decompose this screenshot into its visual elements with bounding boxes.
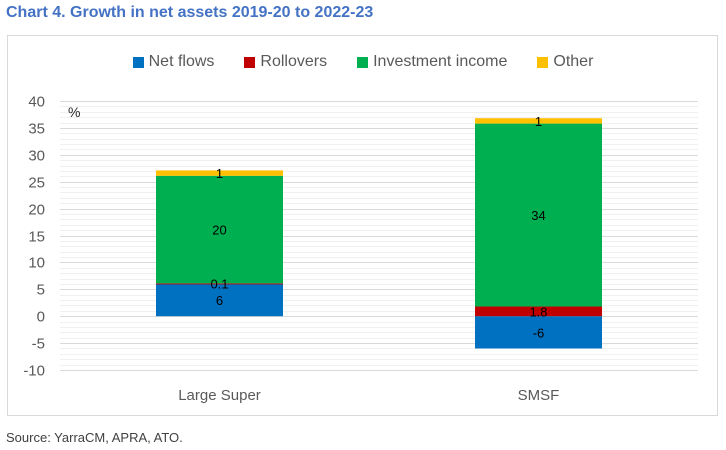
y-axis-unit-label: % — [68, 104, 80, 120]
legend-swatch-net-flows — [132, 56, 144, 68]
y-tick-label: 20 — [28, 202, 45, 219]
legend-label-net-flows: Net flows — [148, 53, 215, 70]
legend-swatch-other — [537, 56, 549, 68]
data-labels: 60.1 20 1 -6 1.8 34 1 — [210, 114, 547, 340]
data-label: 1 — [216, 166, 223, 181]
bar-investment-income — [156, 175, 283, 284]
y-tick-label: 25 — [28, 175, 45, 192]
y-tick-label: 30 — [28, 148, 45, 165]
y-tick-label: 15 — [28, 229, 45, 246]
bar-rollovers — [156, 283, 283, 285]
legend-label-investment-income: Investment income — [373, 53, 508, 70]
bar-net-flows — [475, 316, 602, 349]
legend-item-investment-income: Investment income — [357, 53, 507, 71]
legend-swatch-rollovers — [244, 56, 256, 68]
data-label: 6 — [216, 293, 223, 308]
y-tick-label: 5 — [37, 282, 45, 299]
bar-net-flows — [156, 283, 283, 317]
legend-item-net-flows: Net flows — [132, 53, 215, 71]
major-gridlines — [60, 101, 698, 371]
data-label: 1.8 — [529, 304, 547, 319]
y-tick-label: 0 — [37, 309, 45, 326]
data-label: 0.1 — [210, 277, 228, 292]
source-note: Source: YarraCM, APRA, ATO. — [6, 430, 183, 445]
data-label: 20 — [212, 223, 226, 238]
data-label: 34 — [531, 208, 545, 223]
chart-legend: Net flows Rollovers Investment income Ot… — [0, 53, 726, 71]
x-axis-ticks: Large Super SMSF — [178, 387, 559, 404]
bar-rollovers — [475, 306, 602, 317]
y-tick-label: -5 — [32, 336, 45, 353]
legend-label-other: Other — [553, 53, 594, 70]
x-tick-label: Large Super — [178, 387, 261, 404]
data-label: -6 — [533, 325, 545, 340]
y-tick-label: 10 — [28, 255, 45, 272]
y-axis-ticks: 40 35 30 25 20 15 10 5 0 -5 -10 — [23, 94, 45, 380]
x-tick-label: SMSF — [518, 387, 560, 404]
chart-title: Chart 4. Growth in net assets 2019-20 to… — [6, 4, 374, 21]
bars — [156, 118, 602, 349]
legend-item-rollovers: Rollovers — [244, 53, 327, 71]
y-tick-label: 35 — [28, 121, 45, 138]
y-tick-label: 40 — [28, 94, 45, 111]
bar-other — [475, 118, 602, 124]
bar-investment-income — [475, 123, 602, 307]
legend-swatch-investment-income — [357, 56, 369, 68]
legend-item-other: Other — [537, 53, 593, 71]
y-tick-label: -10 — [23, 363, 45, 380]
data-label: 1 — [535, 114, 542, 129]
bar-other — [156, 170, 283, 176]
chart-frame — [7, 35, 718, 416]
legend-label-rollovers: Rollovers — [260, 53, 328, 70]
